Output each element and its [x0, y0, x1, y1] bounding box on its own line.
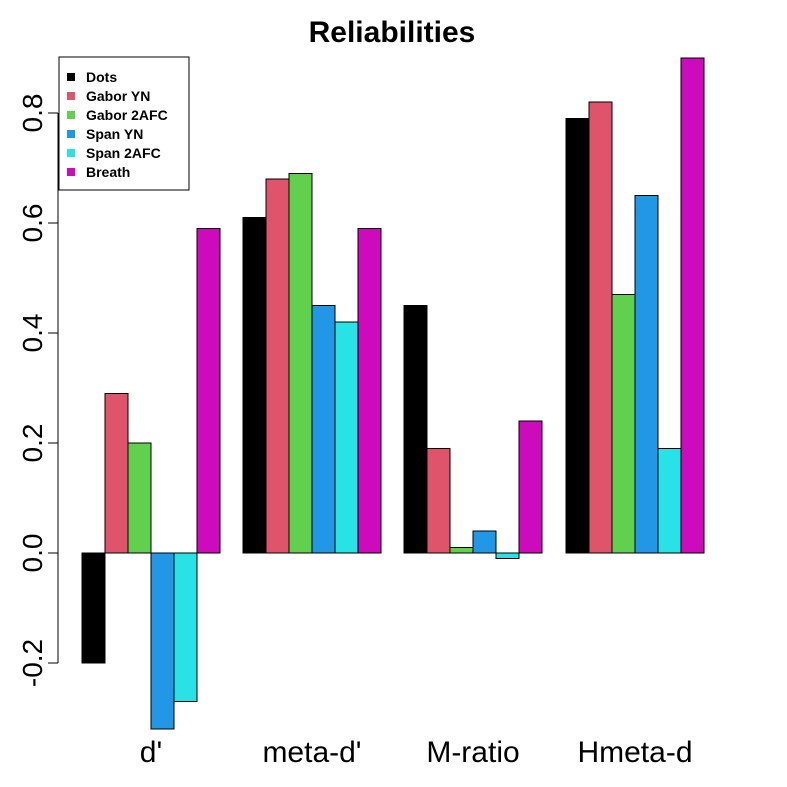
legend-swatch — [67, 168, 75, 176]
x-category-label: d' — [140, 736, 162, 769]
bar — [449, 547, 474, 554]
bar — [588, 101, 613, 554]
x-category-label: Hmeta-d — [577, 736, 692, 769]
y-tick-label: 0.2 — [17, 424, 48, 463]
legend-label: Gabor YN — [86, 88, 150, 104]
bar — [680, 57, 705, 554]
y-tick-label: -0.2 — [17, 639, 48, 687]
bar — [357, 228, 382, 554]
x-category-labels: d' meta-d' M-ratio Hmeta-d — [140, 736, 693, 769]
y-tick-label: 0.6 — [17, 204, 48, 243]
bar — [495, 552, 520, 559]
bar — [104, 393, 129, 554]
bar-group — [403, 305, 543, 559]
legend-label: Gabor 2AFC — [86, 107, 168, 123]
bar — [173, 552, 198, 702]
bar-group — [81, 228, 221, 730]
bar — [518, 420, 543, 554]
bar — [127, 442, 152, 554]
bar — [472, 530, 497, 554]
bar — [311, 305, 336, 554]
bar — [657, 448, 682, 554]
bar — [242, 217, 267, 554]
x-category-label: meta-d' — [262, 736, 361, 769]
bar — [565, 118, 590, 554]
bar — [265, 178, 290, 554]
y-tick-label: 0.4 — [17, 314, 48, 353]
y-axis: -0.2 0.0 0.2 0.4 0.6 0.8 — [17, 94, 59, 687]
legend-label: Breath — [86, 164, 130, 180]
legend-swatch — [67, 73, 75, 81]
bar — [334, 321, 359, 554]
bar-group — [565, 57, 705, 554]
bar — [403, 305, 428, 554]
y-tick-label: 0.0 — [17, 534, 48, 573]
chart-title: Reliabilities — [309, 16, 476, 49]
legend: Dots Gabor YN Gabor 2AFC Span YN Span 2AFC Br… — [58, 56, 190, 191]
y-tick-label: 0.8 — [17, 94, 48, 133]
bar — [426, 448, 451, 554]
legend-swatch — [67, 92, 75, 100]
bar — [81, 552, 106, 664]
bar — [196, 228, 221, 554]
bar — [634, 195, 659, 554]
legend-swatch — [67, 130, 75, 138]
bar — [611, 294, 636, 554]
legend-label: Span YN — [86, 126, 143, 142]
legend-label: Dots — [86, 69, 117, 85]
legend-box — [58, 56, 190, 191]
bars-group — [81, 57, 705, 730]
legend-label: Span 2AFC — [86, 145, 161, 161]
bar — [288, 173, 313, 554]
x-category-label: M-ratio — [426, 736, 519, 769]
legend-swatch — [67, 149, 75, 157]
bar-group — [242, 173, 382, 554]
bar — [150, 552, 175, 730]
legend-swatch — [67, 111, 75, 119]
